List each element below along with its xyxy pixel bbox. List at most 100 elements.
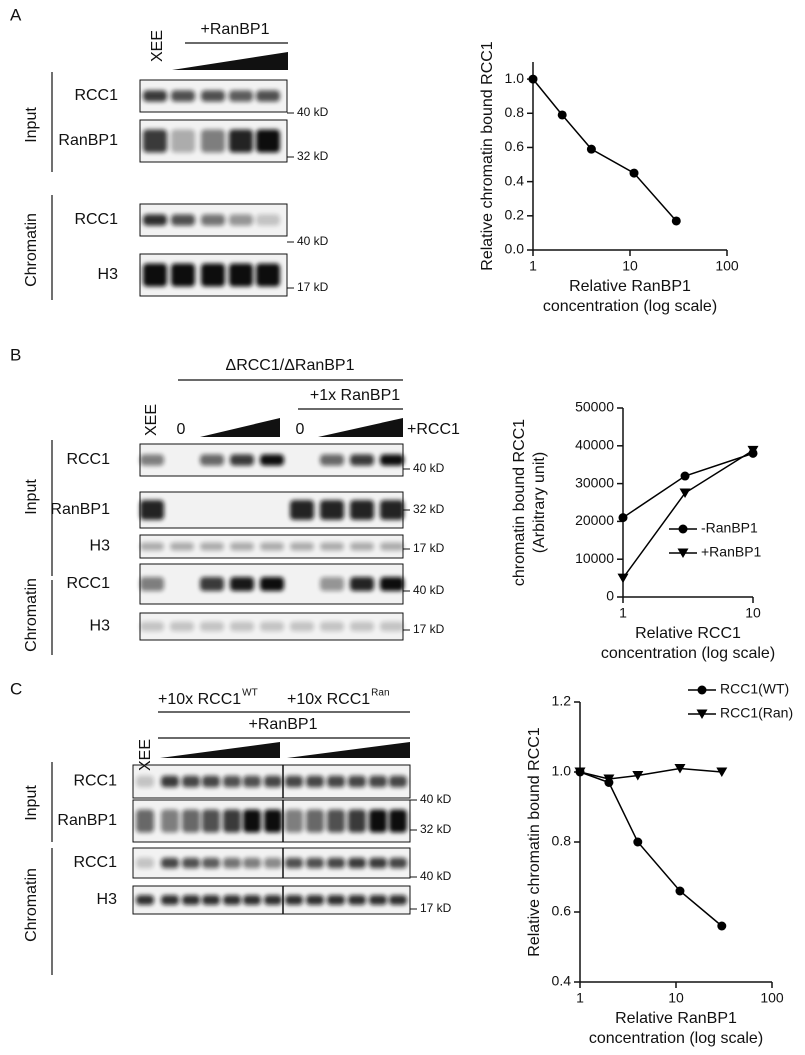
marker	[617, 573, 629, 584]
group-label: Chromatin	[23, 213, 40, 287]
band	[182, 775, 200, 788]
row-label: RanBP1	[58, 132, 118, 149]
marker	[633, 837, 643, 847]
y-tick-label: 0.4	[505, 172, 525, 188]
band	[182, 895, 200, 905]
band	[223, 775, 241, 788]
band	[201, 263, 225, 287]
band	[290, 621, 314, 632]
y-tick-label: 1.0	[552, 763, 572, 779]
y-tick-label: 20000	[575, 512, 614, 528]
legend-label: -RanBP1	[701, 520, 758, 536]
band	[201, 129, 225, 153]
y-tick-label: 0.4	[552, 973, 572, 989]
row-label: RCC1	[74, 87, 118, 104]
x-tick-label: 1	[619, 605, 627, 621]
band	[285, 809, 303, 833]
band	[369, 895, 387, 905]
band	[389, 895, 407, 905]
band	[350, 577, 374, 591]
band	[306, 857, 324, 869]
band	[230, 577, 254, 591]
band	[285, 775, 303, 788]
series-line	[579, 767, 722, 780]
condition-superscript: Ran	[371, 688, 389, 699]
band	[200, 621, 224, 632]
treatment: +RanBP1	[249, 716, 318, 733]
band	[369, 775, 387, 788]
band	[161, 809, 179, 833]
band	[350, 500, 374, 520]
row-label: RanBP1	[50, 501, 110, 518]
band	[260, 577, 284, 591]
y-tick-label: 30000	[575, 474, 614, 490]
group-label: Input	[23, 479, 40, 515]
marker	[675, 886, 685, 896]
y-tick-label: 0.6	[552, 903, 572, 919]
band	[223, 809, 241, 833]
band	[320, 454, 344, 466]
size-marker: 17 kD	[297, 280, 329, 294]
y-tick-label: 0.6	[505, 138, 525, 154]
row-label: H3	[97, 891, 118, 908]
band	[290, 500, 314, 520]
band	[380, 500, 404, 520]
band	[380, 577, 404, 591]
treatment: +1x RanBP1	[310, 387, 400, 404]
band	[264, 895, 282, 905]
y-axis-label: Relative chromatin bound RCC1	[479, 41, 496, 271]
band	[306, 895, 324, 905]
marker	[677, 548, 689, 558]
band	[200, 577, 224, 591]
band	[327, 775, 345, 788]
band	[161, 775, 179, 788]
band	[201, 90, 225, 102]
band	[171, 129, 195, 153]
band	[140, 577, 164, 591]
x-tick-label: 10	[668, 990, 684, 1006]
band	[380, 454, 404, 466]
band	[182, 809, 200, 833]
size-marker: 40 kD	[297, 105, 329, 119]
band	[182, 857, 200, 869]
band	[171, 214, 195, 226]
band	[202, 895, 220, 905]
legend-label: RCC1(Ran)	[720, 705, 793, 721]
row-label: RCC1	[74, 211, 118, 228]
band	[348, 809, 366, 833]
row-label: RCC1	[73, 854, 117, 871]
band	[136, 775, 154, 788]
marker	[674, 764, 686, 774]
band	[327, 809, 345, 833]
marker	[629, 168, 639, 178]
band	[264, 775, 282, 788]
band	[140, 542, 164, 551]
band	[143, 214, 167, 226]
titration-wedge	[287, 742, 410, 758]
y-tick-label: 0.2	[505, 207, 525, 223]
size-marker: 17 kD	[420, 901, 452, 915]
band	[327, 857, 345, 869]
size-marker: 32 kD	[420, 822, 452, 836]
band	[229, 263, 253, 287]
band	[260, 454, 284, 466]
band	[260, 621, 284, 632]
band	[306, 809, 324, 833]
row-label: RCC1	[66, 451, 110, 468]
marker	[618, 513, 628, 523]
marker	[697, 685, 707, 695]
size-marker: 40 kD	[413, 461, 445, 475]
treatment: +RanBP1	[201, 21, 270, 38]
band	[229, 90, 253, 102]
y-axis-label: Relative chromatin bound RCC1	[526, 727, 543, 957]
band	[350, 621, 374, 632]
band	[348, 895, 366, 905]
band	[143, 263, 167, 287]
band	[140, 454, 164, 466]
band	[229, 129, 253, 153]
band	[229, 214, 253, 226]
x-axis-label: concentration (log scale)	[589, 1030, 763, 1047]
series-line	[579, 771, 723, 927]
group-label: Chromatin	[23, 868, 40, 942]
size-marker: 40 kD	[420, 869, 452, 883]
